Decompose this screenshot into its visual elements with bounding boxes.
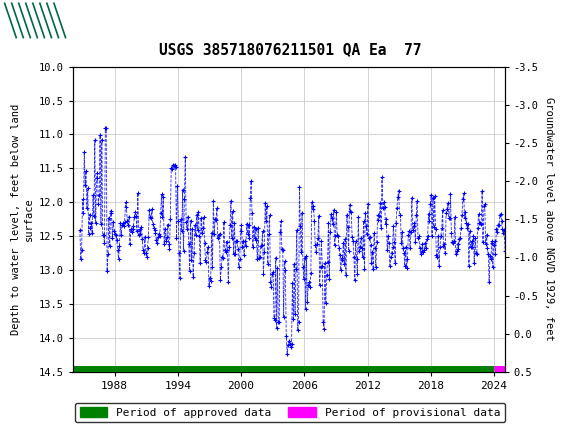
FancyBboxPatch shape [5,3,54,37]
Y-axis label: Depth to water level, feet below land
surface: Depth to water level, feet below land su… [11,104,34,335]
Text: USGS 385718076211501 QA Ea  77: USGS 385718076211501 QA Ea 77 [159,42,421,57]
Legend: Period of approved data, Period of provisional data: Period of approved data, Period of provi… [75,403,505,422]
Y-axis label: Groundwater level above NGVD 1929, feet: Groundwater level above NGVD 1929, feet [544,98,554,341]
Text: USGS: USGS [61,12,116,29]
